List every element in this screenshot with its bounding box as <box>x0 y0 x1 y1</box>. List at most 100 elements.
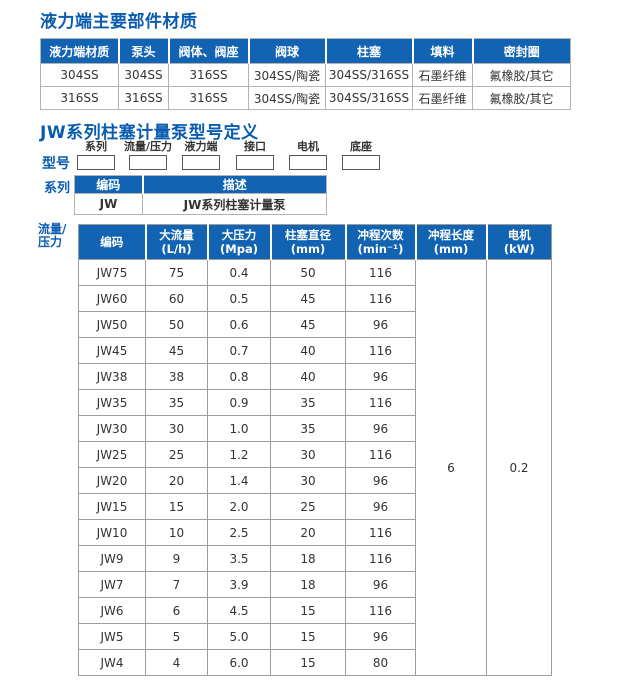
spec-cell: 96 <box>345 415 416 442</box>
spec-cell: 15 <box>270 597 346 624</box>
spec-cell: 9 <box>145 545 208 572</box>
spec-cell: 96 <box>345 311 416 338</box>
materials-cell: 氟橡胶/其它 <box>472 63 571 87</box>
spec-cell: 1.0 <box>207 415 271 442</box>
spec-cell: 25 <box>145 441 208 468</box>
spec-cell: 15 <box>270 649 346 676</box>
spec-cell: 75 <box>145 259 208 286</box>
specs-table: 编码 大流量 (L/h) 大压力 (Mpa) 柱塞直径 (mm) 冲程次数 (min⁻¹) 冲程长… <box>78 224 552 676</box>
series-row: JW JW系列柱塞计量泵 <box>74 193 327 215</box>
spec-row: JW15 15 2.0 25 96 <box>78 493 552 520</box>
spec-cell: JW4 <box>78 649 146 676</box>
model-slot-base: 底座 <box>342 141 380 170</box>
series-column-header: 描述 <box>142 175 327 194</box>
model-code-box <box>77 155 115 170</box>
materials-column-header: 阀球 <box>248 38 327 64</box>
model-section-title: JW系列柱塞计量泵型号定义 <box>40 123 259 143</box>
spec-cell: 6.0 <box>207 649 271 676</box>
materials-cell: 316SS <box>168 86 249 110</box>
materials-column-header: 阀体、阀座 <box>168 38 250 64</box>
spec-cell: 0.6 <box>207 311 271 338</box>
spec-cell: 116 <box>345 597 416 624</box>
spec-cell: 35 <box>145 389 208 416</box>
side-label-line2: 压力 <box>38 235 63 249</box>
spec-cell: JW25 <box>78 441 146 468</box>
materials-table: 液力端材质 泵头 阀体、阀座 阀球 柱塞 填料 密封圈 304SS 304SS 316SS 304… <box>40 38 571 110</box>
spec-cell: JW5 <box>78 623 146 650</box>
spec-cell: 0.5 <box>207 285 271 312</box>
spec-cell: 50 <box>145 311 208 338</box>
materials-column-header: 填料 <box>412 38 474 64</box>
spec-cell: 2.5 <box>207 519 271 546</box>
spec-cell: 45 <box>270 285 346 312</box>
specs-column-header: 电机 (kW) <box>486 224 552 260</box>
spec-row: JW38 38 0.8 40 96 <box>78 363 552 390</box>
materials-column-header: 柱塞 <box>325 38 414 64</box>
spec-cell: 5 <box>145 623 208 650</box>
spec-cell: JW60 <box>78 285 146 312</box>
model-code-box <box>289 155 327 170</box>
materials-header-row: 液力端材质 泵头 阀体、阀座 阀球 柱塞 填料 密封圈 <box>40 38 571 64</box>
slot-label: 电机 <box>297 140 319 153</box>
spec-cell: 15 <box>270 623 346 650</box>
series-header-row: 编码 描述 <box>74 175 327 194</box>
spec-cell: 1.2 <box>207 441 271 468</box>
materials-cell: 304SS <box>40 63 119 87</box>
materials-cell: 304SS/316SS <box>325 86 413 110</box>
materials-row: 316SS 316SS 316SS 304SS/陶瓷 304SS/316SS 石墨纤维 氟橡… <box>40 86 571 110</box>
spec-row: JW5 5 5.0 15 96 <box>78 623 552 650</box>
spec-cell: 1.4 <box>207 467 271 494</box>
series-label: 系列 <box>44 181 71 196</box>
specs-column-header: 编码 <box>78 224 147 260</box>
spec-cell: 116 <box>345 389 416 416</box>
spec-cell: 38 <box>145 363 208 390</box>
spec-cell: 18 <box>270 571 346 598</box>
slot-label: 液力端 <box>184 140 218 153</box>
spec-cell: 45 <box>145 337 208 364</box>
spec-cell: 3.5 <box>207 545 271 572</box>
spec-cell: 50 <box>270 259 346 286</box>
spec-cell: 4 <box>145 649 208 676</box>
spec-row: JW7 7 3.9 18 96 <box>78 571 552 598</box>
specs-header-row: 编码 大流量 (L/h) 大压力 (Mpa) 柱塞直径 (mm) 冲程次数 (min⁻¹) 冲程长… <box>78 224 552 260</box>
materials-cell: 氟橡胶/其它 <box>472 86 571 110</box>
spec-cell: 4.5 <box>207 597 271 624</box>
specs-column-header: 柱塞直径 (mm) <box>270 224 347 260</box>
spec-cell: 30 <box>270 467 346 494</box>
model-code-box <box>342 155 380 170</box>
spec-cell: 3.9 <box>207 571 271 598</box>
spec-cell: 116 <box>345 259 416 286</box>
spec-cell: 96 <box>345 363 416 390</box>
specs-column-header: 冲程长度 (mm) <box>415 224 488 260</box>
spec-cell: 116 <box>345 545 416 572</box>
spec-cell: 10 <box>145 519 208 546</box>
spec-cell: 40 <box>270 337 346 364</box>
model-slot-motor: 电机 <box>289 141 327 170</box>
spec-cell: 6 <box>145 597 208 624</box>
spec-row: JW75 75 0.4 50 116 6 0.2 <box>78 259 552 676</box>
spec-cell: 25 <box>270 493 346 520</box>
materials-row: 304SS 304SS 316SS 304SS/陶瓷 304SS/316SS 石墨纤维 氟橡… <box>40 63 571 87</box>
spec-cell: JW6 <box>78 597 146 624</box>
model-code-box <box>129 155 167 170</box>
materials-cell: 316SS <box>40 86 119 110</box>
materials-cell: 石墨纤维 <box>412 63 473 87</box>
series-column-header: 编码 <box>74 175 144 194</box>
spec-cell: 0.8 <box>207 363 271 390</box>
merged-motor-cell: 0.2 <box>486 259 552 676</box>
spec-cell: 2.0 <box>207 493 271 520</box>
spec-cell: 5.0 <box>207 623 271 650</box>
model-slot-connector: 接口 <box>236 141 274 170</box>
spec-cell: 116 <box>345 519 416 546</box>
spec-cell: 7 <box>145 571 208 598</box>
spec-cell: 30 <box>145 415 208 442</box>
spec-cell: 60 <box>145 285 208 312</box>
model-slot-flow-pressure: 流量/压力 <box>124 141 172 170</box>
spec-cell: JW35 <box>78 389 146 416</box>
spec-cell: 35 <box>270 389 346 416</box>
spec-cell: JW30 <box>78 415 146 442</box>
specs-column-header: 大压力 (Mpa) <box>207 224 272 260</box>
spec-cell: 0.4 <box>207 259 271 286</box>
spec-cell: JW38 <box>78 363 146 390</box>
